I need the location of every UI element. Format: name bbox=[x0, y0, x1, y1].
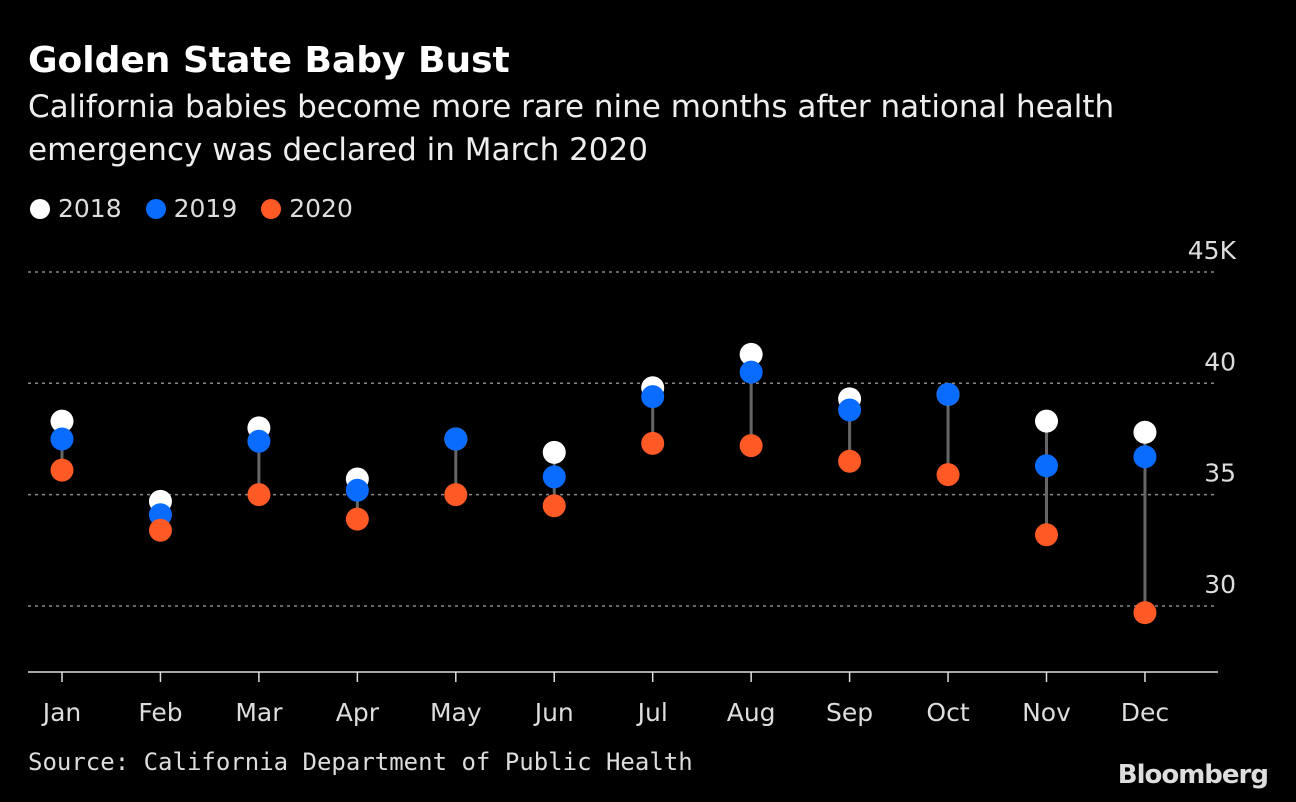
x-tick-label: Dec bbox=[1121, 698, 1169, 727]
point-2018-Aug bbox=[739, 342, 763, 366]
legend-marker bbox=[30, 198, 50, 219]
point-2020-Jun bbox=[542, 494, 566, 518]
point-2020-Feb bbox=[148, 518, 172, 542]
x-tick-label: Feb bbox=[138, 698, 182, 727]
source-note: Source: California Department of Public … bbox=[28, 748, 693, 776]
legend-marker bbox=[261, 198, 282, 219]
point-2018-Nov bbox=[1035, 409, 1058, 433]
x-tick-label: Nov bbox=[1022, 698, 1071, 727]
x-tick-label: May bbox=[430, 698, 482, 727]
chart-subtitle: California babies become more rare nine … bbox=[28, 89, 1115, 168]
point-2019-Oct bbox=[936, 382, 960, 406]
point-2020-Apr bbox=[345, 507, 369, 531]
point-2018-Jun bbox=[542, 440, 566, 464]
point-2019-Aug bbox=[739, 360, 763, 384]
point-2019-Dec bbox=[1133, 445, 1157, 469]
y-tick-label: 35 bbox=[1204, 459, 1236, 488]
y-tick-label: 40 bbox=[1204, 347, 1236, 376]
legend-label: 2018 bbox=[58, 194, 122, 223]
point-2018-Jan bbox=[50, 409, 74, 433]
point-2020-Dec bbox=[1133, 601, 1157, 625]
point-2019-Sep bbox=[838, 398, 862, 422]
point-2018-Dec bbox=[1133, 420, 1157, 444]
legend-marker bbox=[145, 198, 166, 219]
point-2020-Sep bbox=[838, 449, 862, 473]
x-tick-label: Mar bbox=[235, 698, 283, 727]
bloomberg-logo: Bloomberg bbox=[1117, 760, 1269, 790]
x-tick-label: Aug bbox=[727, 698, 776, 727]
legend-item-2020: 2020 bbox=[261, 194, 353, 223]
point-2020-Mar bbox=[247, 483, 271, 507]
x-tick-label: Jun bbox=[533, 698, 574, 727]
point-2019-Jul bbox=[641, 385, 665, 409]
point-2019-Mar bbox=[247, 429, 271, 453]
y-tick-label: 45K bbox=[1188, 236, 1237, 265]
point-2020-May bbox=[444, 483, 468, 507]
chart-title: Golden State Baby Bust bbox=[28, 40, 510, 81]
legend-item-2019: 2019 bbox=[145, 194, 238, 223]
point-2020-Jan bbox=[50, 458, 74, 482]
x-tick-label: Sep bbox=[826, 698, 873, 727]
point-2019-Jun bbox=[542, 465, 566, 489]
point-2020-Oct bbox=[936, 463, 960, 487]
legend-label: 2019 bbox=[173, 194, 238, 223]
legend-item-2018: 2018 bbox=[30, 194, 122, 223]
point-2019-May bbox=[444, 427, 468, 451]
point-2020-Aug bbox=[739, 434, 763, 458]
legend-label: 2020 bbox=[289, 194, 353, 223]
legend: 2018 2019 2020 bbox=[30, 194, 353, 223]
x-tick-label: Apr bbox=[336, 698, 380, 727]
x-tick-label: Jan bbox=[41, 698, 82, 727]
point-2020-Nov bbox=[1035, 523, 1058, 547]
y-tick-label: 30 bbox=[1204, 570, 1236, 599]
x-tick-label: Jul bbox=[636, 698, 668, 727]
point-2019-Jan bbox=[50, 427, 74, 451]
point-2019-Apr bbox=[345, 478, 369, 502]
point-2020-Jul bbox=[641, 431, 665, 455]
x-tick-label: Oct bbox=[926, 698, 969, 727]
point-2019-Nov bbox=[1035, 454, 1058, 478]
